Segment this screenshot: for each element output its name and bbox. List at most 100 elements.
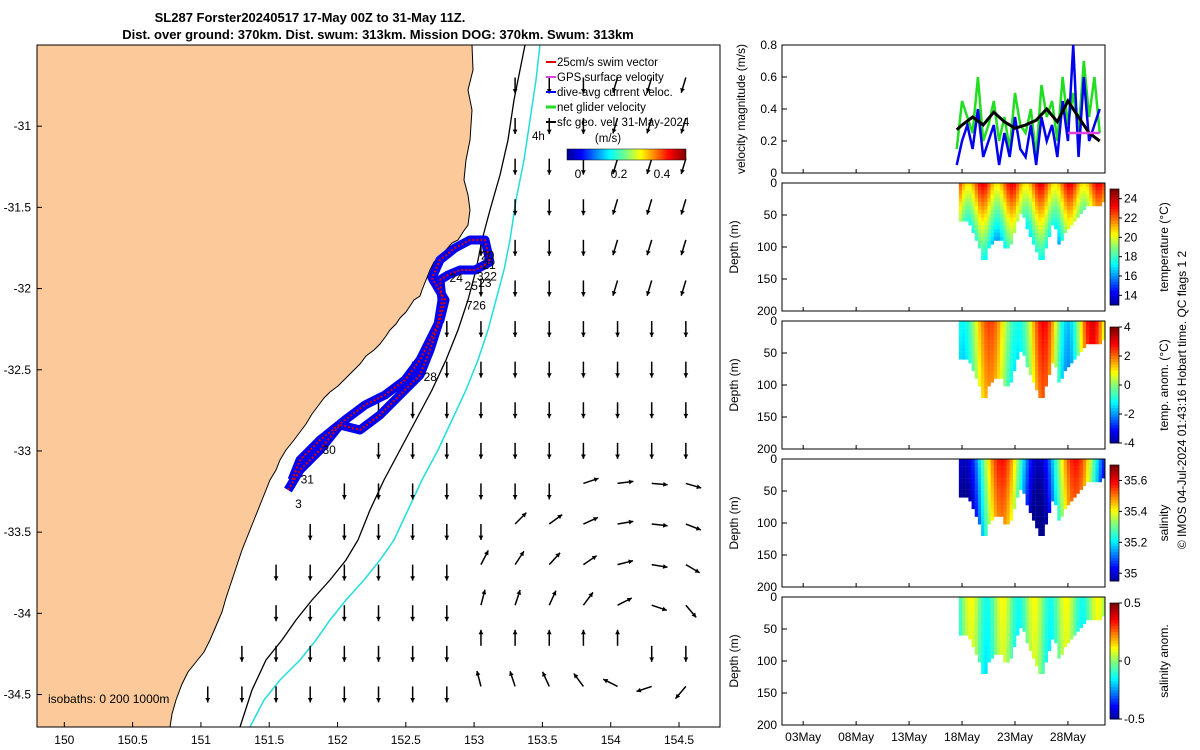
section-heatmap-cell — [1092, 194, 1096, 199]
section-heatmap-cell — [990, 355, 995, 360]
section-heatmap-cell — [1050, 485, 1055, 490]
velocity-y-tick-label: 0 — [770, 166, 777, 180]
section-heatmap-cell — [1076, 608, 1080, 613]
section-heatmap-cell — [1057, 493, 1061, 498]
section-heatmap-cell — [1009, 363, 1014, 368]
section-heatmap-cell — [1028, 608, 1033, 613]
section-heatmap-cell — [1003, 367, 1007, 372]
velocity-arrowhead — [341, 657, 347, 662]
section-heatmap-cell — [974, 186, 979, 191]
section-heatmap-cell — [1038, 662, 1042, 667]
section-heatmap-cell — [1009, 493, 1014, 498]
section-heatmap-cell — [984, 382, 988, 387]
section-heatmap-cell — [1009, 635, 1014, 640]
section-heatmap-cell — [1038, 232, 1042, 237]
section-heatmap-cell — [1101, 597, 1106, 602]
section-heatmap-cell — [958, 336, 963, 341]
section-heatmap-cell — [984, 229, 988, 234]
section-heatmap-cell — [1035, 485, 1039, 490]
section-heatmap-cell — [1057, 359, 1061, 364]
section-heatmap-cell — [977, 470, 982, 475]
section-heatmap-cell — [981, 508, 985, 513]
section-heatmap-cell — [958, 202, 963, 207]
section-heatmap-cell — [1003, 324, 1007, 329]
section-heatmap-cell — [1028, 217, 1033, 222]
section-heatmap-cell — [1035, 520, 1039, 525]
section-heatmap-cell — [993, 608, 998, 613]
section-heatmap-cell — [1044, 497, 1049, 502]
section-heatmap-cell — [974, 217, 979, 222]
velocity-arrowhead — [273, 657, 279, 662]
section-heatmap-cell — [1076, 459, 1080, 464]
section-heatmap-cell — [1003, 654, 1007, 659]
section-heatmap-cell — [984, 225, 988, 230]
section-heatmap-cell — [1044, 639, 1049, 644]
section-heatmap-cell — [1054, 470, 1058, 475]
section-heatmap-cell — [974, 209, 979, 214]
section-heatmap-cell — [974, 459, 979, 464]
section-heatmap-cell — [1050, 627, 1055, 632]
section-heatmap-cell — [1022, 183, 1026, 188]
section-heatmap-cell — [1095, 340, 1099, 345]
section-heatmap-cell — [1035, 620, 1039, 625]
section-heatmap-cell — [962, 190, 966, 195]
section-heatmap-cell — [1073, 328, 1077, 333]
section-heatmap-cell — [1035, 248, 1039, 253]
section-heatmap-cell — [1089, 478, 1093, 483]
section-heatmap-cell — [1006, 462, 1010, 467]
section-heatmap-cell — [990, 229, 995, 234]
section-heatmap-cell — [1016, 616, 1020, 621]
section-heatmap-cell — [1000, 194, 1004, 199]
section-heatmap-cell — [1047, 183, 1052, 188]
section-heatmap-cell — [1098, 336, 1103, 341]
section-heatmap-cell — [1035, 382, 1039, 387]
section-ylabel: Depth (m) — [727, 358, 741, 411]
section-heatmap-cell — [1038, 252, 1042, 257]
section-heatmap-cell — [1076, 206, 1080, 211]
velocity-arrowhead — [649, 454, 655, 459]
section-heatmap-cell — [1098, 612, 1103, 617]
section-heatmap-cell — [1054, 485, 1058, 490]
section-heatmap-cell — [1035, 466, 1039, 471]
section-heatmap-cell — [958, 355, 963, 360]
section-colorbar-segment — [1110, 511, 1119, 515]
section-colorbar-segment — [1110, 350, 1119, 354]
velocity-arrowhead — [588, 592, 593, 598]
section-heatmap-cell — [993, 236, 998, 241]
section-heatmap-cell — [1009, 512, 1014, 517]
section-colorbar-segment — [1110, 476, 1119, 480]
section-heatmap-cell — [1003, 478, 1007, 483]
section-heatmap-cell — [1066, 209, 1071, 214]
section-heatmap-cell — [971, 623, 975, 628]
section-heatmap-cell — [1000, 616, 1004, 621]
section-heatmap-cell — [990, 639, 995, 644]
section-heatmap-cell — [993, 493, 998, 498]
section-heatmap-cell — [977, 225, 982, 230]
section-heatmap-cell — [1012, 340, 1017, 345]
section-heatmap-cell — [1054, 209, 1058, 214]
section-heatmap-cell — [1006, 650, 1010, 655]
section-heatmap-cell — [1012, 631, 1017, 636]
section-heatmap-cell — [965, 351, 969, 356]
section-heatmap-cell — [968, 623, 972, 628]
section-heatmap-cell — [1041, 252, 1045, 257]
section-heatmap-cell — [1092, 604, 1096, 609]
section-heatmap-cell — [1031, 202, 1036, 207]
section-heatmap-cell — [1044, 505, 1049, 510]
section-heatmap-cell — [1022, 608, 1026, 613]
section-heatmap-cell — [968, 340, 972, 345]
section-heatmap-cell — [1098, 608, 1103, 613]
section-heatmap-cell — [1012, 363, 1017, 368]
section-colorbar-segment — [1110, 232, 1119, 236]
section-heatmap-cell — [968, 324, 972, 329]
section-heatmap-cell — [1035, 217, 1039, 222]
section-heatmap-cell — [1095, 332, 1099, 337]
velocity-arrowhead — [696, 484, 702, 490]
section-heatmap-cell — [1076, 482, 1080, 487]
section-heatmap-cell — [1038, 516, 1042, 521]
section-heatmap-cell — [977, 497, 982, 502]
section-heatmap-cell — [1028, 229, 1033, 234]
section-colorbar-segment — [1110, 528, 1119, 533]
section-heatmap-cell — [1035, 470, 1039, 475]
velocity-arrowhead — [509, 671, 514, 677]
